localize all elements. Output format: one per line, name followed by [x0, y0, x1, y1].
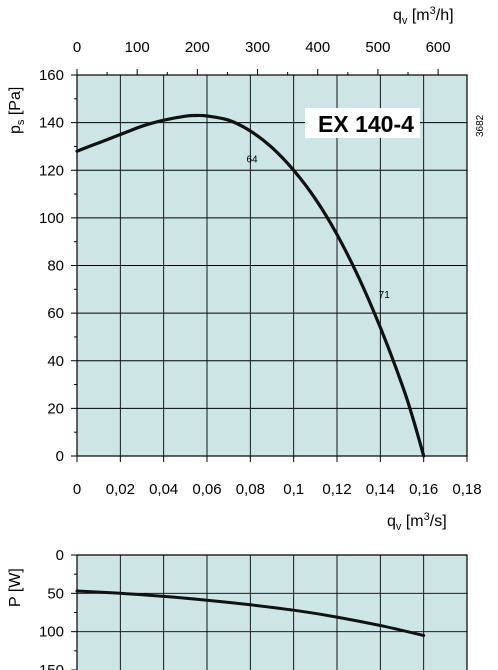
y-tick-label: 60 [47, 305, 64, 322]
pressure-panel: 0 0,02 0,04 0,06 0,08 0,1 0,12 0,14 0,16 0,18 0 10… [7, 5, 486, 533]
pressure-curve [75, 113, 426, 458]
y-tick-labels-power: 0 50 100 150 [39, 547, 64, 670]
model-label-background [305, 108, 420, 138]
power-y-tick-label: 150 [39, 662, 64, 670]
x-tick-labels-bottom: 0 0,02 0,04 0,06 0,08 0,1 0,12 0,14 0,16 0,18 [73, 481, 482, 498]
x-axis-label-top: qv [m3/h] [393, 5, 454, 27]
power-y-tick-label: 100 [39, 624, 64, 641]
x-tick-label: 0 [73, 481, 81, 498]
chart-title: EX 140-4 [318, 111, 414, 137]
y-axis-label-pressure: ps [Pa] [7, 87, 27, 134]
power-plot-area [77, 555, 467, 670]
y-tick-label: 120 [39, 162, 64, 179]
x-tick-label: 0,02 [106, 481, 135, 498]
x-axis-label-bottom: qv [m3/s] [387, 511, 447, 533]
y-tick-label: 0 [56, 448, 64, 465]
x2-tick-label: 100 [125, 39, 150, 56]
y-tick-label: 140 [39, 115, 64, 132]
pressure-grid [71, 69, 468, 462]
y-tick-labels-pressure: 0 20 40 60 80 100 120 140 160 [39, 67, 64, 465]
curve-annotation-71: 71 [379, 290, 391, 301]
x-tick-label: 0,16 [409, 481, 438, 498]
y-tick-label: 160 [39, 67, 64, 84]
y-tick-label: 40 [47, 353, 64, 370]
power-y-tick-label: 0 [56, 547, 64, 564]
x-tick-labels-top: 0 100 200 300 400 500 600 [73, 39, 451, 56]
y-tick-label: 20 [47, 400, 64, 417]
x2-tick-label: 300 [245, 39, 270, 56]
chart-code: 3682 [475, 114, 486, 137]
y-tick-label: 80 [47, 258, 64, 275]
y-tick-label: 100 [39, 210, 64, 227]
x-tick-label: 0,1 [283, 481, 304, 498]
x-tick-label: 0,04 [149, 481, 178, 498]
x-tick-label: 0,12 [322, 481, 351, 498]
x2-tick-label: 200 [185, 39, 210, 56]
x2-tick-label: 400 [305, 39, 330, 56]
curve-annotation-64: 64 [247, 154, 259, 165]
power-curve [75, 589, 426, 637]
y-axis-label-power: P [W] [7, 568, 24, 607]
x-tick-label: 0,18 [452, 481, 481, 498]
x-tick-label: 0,14 [366, 481, 395, 498]
x2-tick-label: 500 [365, 39, 390, 56]
x-tick-label: 0,06 [192, 481, 221, 498]
power-panel: 0 50 100 150 P [W] [7, 547, 468, 670]
x2-tick-label: 0 [73, 39, 81, 56]
x-tick-label: 0,08 [236, 481, 265, 498]
power-plot-frame [76, 554, 468, 670]
pressure-plot-frame [76, 74, 468, 457]
x2-tick-label: 600 [426, 39, 451, 56]
power-y-tick-label: 50 [47, 585, 64, 602]
